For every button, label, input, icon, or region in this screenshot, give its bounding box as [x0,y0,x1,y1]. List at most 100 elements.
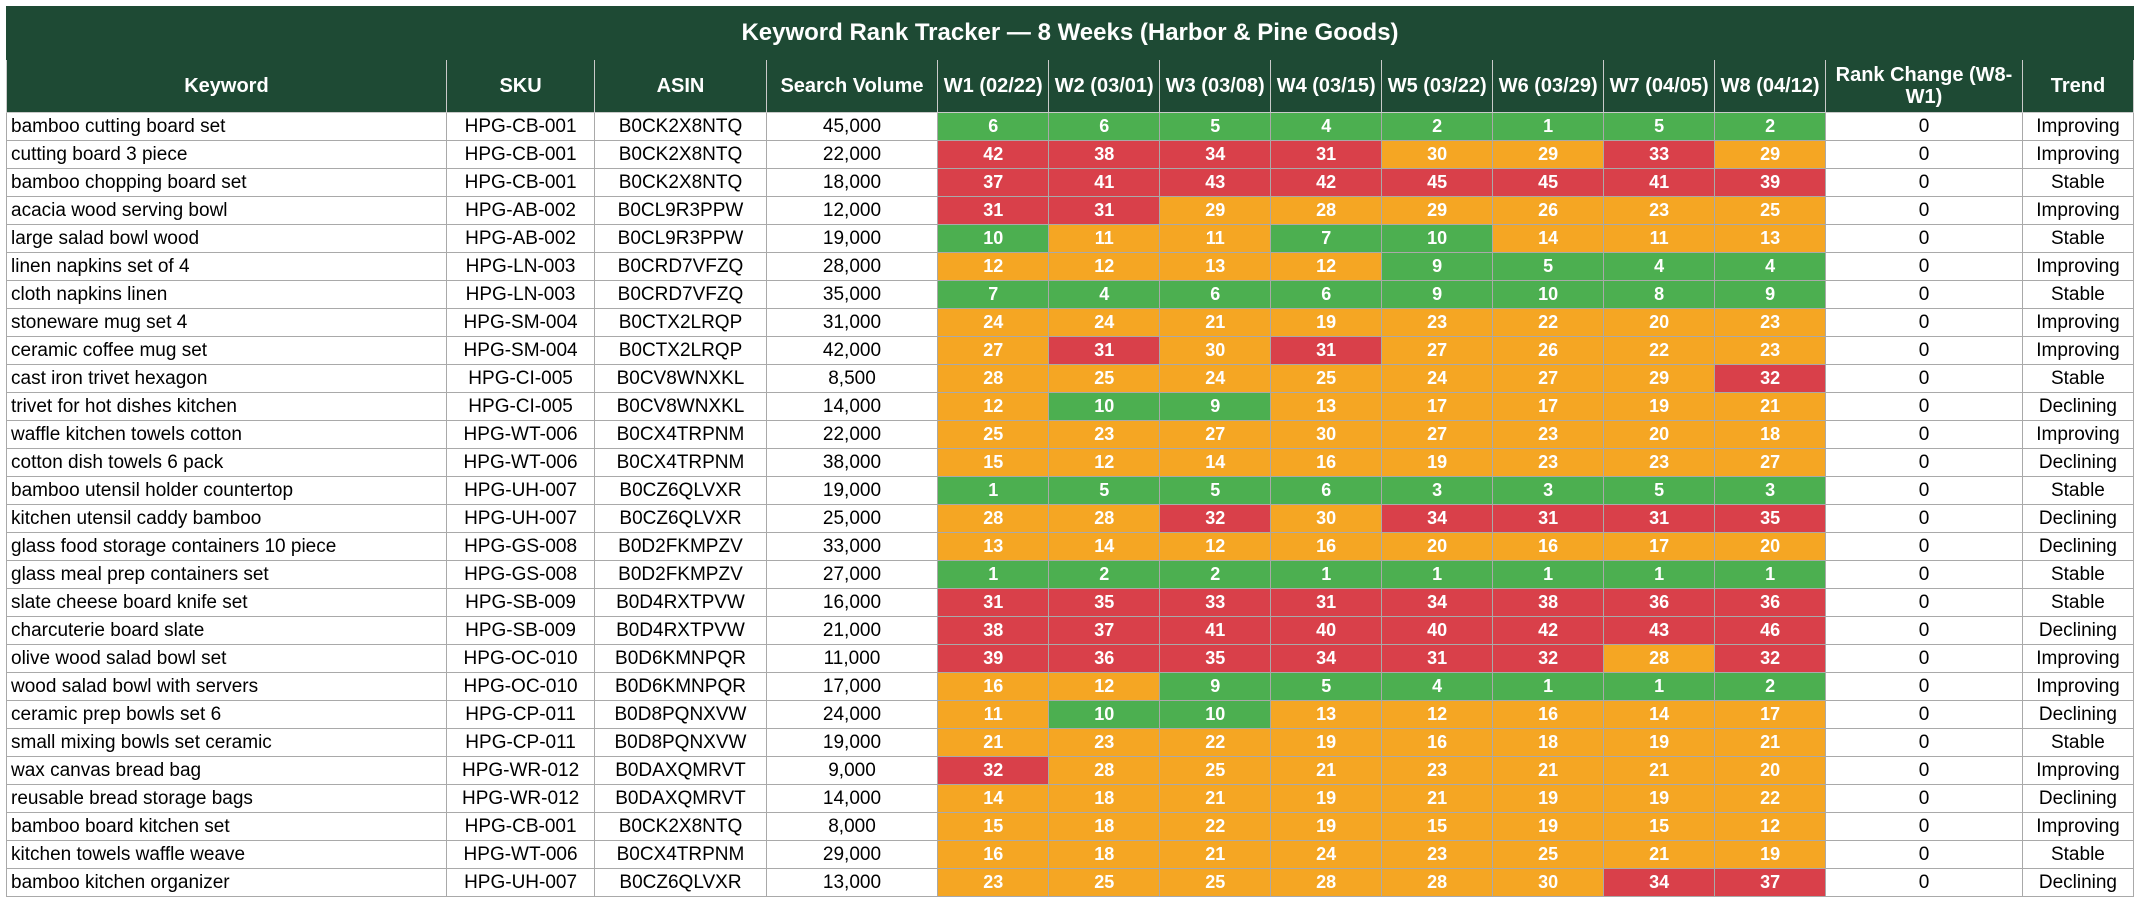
week-rank-cell[interactable]: 38 [937,616,1050,645]
week-rank-cell[interactable]: 15 [1381,812,1494,841]
week-rank-cell[interactable]: 3 [1381,476,1494,505]
week-rank-cell[interactable]: 27 [1714,448,1827,477]
table-row[interactable]: ceramic coffee mug set HPG-SM-004 B0CTX2LR… [6,336,2135,365]
asin-cell[interactable]: B0CK2X8NTQ [594,168,767,197]
keyword-cell[interactable]: cutting board 3 piece [6,140,447,169]
keyword-cell[interactable]: slate cheese board knife set [6,588,447,617]
keyword-cell[interactable]: wax canvas bread bag [6,756,447,785]
sku-cell[interactable]: HPG-GS-008 [445,560,596,589]
search-volume-cell[interactable]: 45,000 [765,112,939,141]
week-rank-cell[interactable]: 2 [1714,112,1827,141]
week-rank-cell[interactable]: 21 [1714,392,1827,421]
week-rank-cell[interactable]: 29 [1381,196,1494,225]
table-row[interactable]: small mixing bowls set ceramic HPG-CP-011… [6,728,2135,757]
search-volume-cell[interactable]: 33,000 [765,532,939,561]
week-rank-cell[interactable]: 16 [1492,532,1605,561]
keyword-cell[interactable]: ceramic prep bowls set 6 [6,700,447,729]
week-rank-cell[interactable]: 45 [1492,168,1605,197]
keyword-cell[interactable]: bamboo cutting board set [6,112,447,141]
week-rank-cell[interactable]: 23 [1714,336,1827,365]
column-header[interactable]: W7 (04/05) [1603,59,1716,113]
column-header[interactable]: W8 (04/12) [1714,59,1827,113]
sku-cell[interactable]: HPG-CI-005 [445,364,596,393]
week-rank-cell[interactable]: 3 [1492,476,1605,505]
trend-cell[interactable]: Improving [2021,112,2135,141]
week-rank-cell[interactable]: 17 [1381,392,1494,421]
week-rank-cell[interactable]: 14 [1048,532,1161,561]
week-rank-cell[interactable]: 42 [937,140,1050,169]
week-rank-cell[interactable]: 2 [1381,112,1494,141]
week-rank-cell[interactable]: 23 [1048,420,1161,449]
week-rank-cell[interactable]: 20 [1603,308,1716,337]
week-rank-cell[interactable]: 12 [937,252,1050,281]
rank-change-cell[interactable]: 0 [1825,308,2023,337]
rank-change-cell[interactable]: 0 [1825,196,2023,225]
rank-change-cell[interactable]: 0 [1825,112,2023,141]
trend-cell[interactable]: Declining [2021,868,2135,897]
week-rank-cell[interactable]: 26 [1492,336,1605,365]
search-volume-cell[interactable]: 22,000 [765,420,939,449]
week-rank-cell[interactable]: 31 [937,196,1050,225]
rank-change-cell[interactable]: 0 [1825,700,2023,729]
week-rank-cell[interactable]: 37 [1714,868,1827,897]
week-rank-cell[interactable]: 10 [1381,224,1494,253]
column-header[interactable]: Keyword [6,59,447,113]
week-rank-cell[interactable]: 33 [1159,588,1272,617]
keyword-cell[interactable]: glass meal prep containers set [6,560,447,589]
sku-cell[interactable]: HPG-CI-005 [445,392,596,421]
table-row[interactable]: bamboo utensil holder countertop HPG-UH-0… [6,476,2135,505]
trend-cell[interactable]: Declining [2021,448,2135,477]
trend-cell[interactable]: Declining [2021,784,2135,813]
trend-cell[interactable]: Declining [2021,700,2135,729]
trend-cell[interactable]: Stable [2021,840,2135,869]
week-rank-cell[interactable]: 19 [1603,392,1716,421]
sku-cell[interactable]: HPG-AB-002 [445,224,596,253]
week-rank-cell[interactable]: 22 [1159,812,1272,841]
sku-cell[interactable]: HPG-CB-001 [445,112,596,141]
trend-cell[interactable]: Declining [2021,532,2135,561]
week-rank-cell[interactable]: 2 [1159,560,1272,589]
keyword-cell[interactable]: wood salad bowl with servers [6,672,447,701]
search-volume-cell[interactable]: 14,000 [765,392,939,421]
week-rank-cell[interactable]: 12 [1159,532,1272,561]
asin-cell[interactable]: B0CK2X8NTQ [594,812,767,841]
week-rank-cell[interactable]: 4 [1603,252,1716,281]
week-rank-cell[interactable]: 34 [1381,504,1494,533]
asin-cell[interactable]: B0CK2X8NTQ [594,112,767,141]
keyword-cell[interactable]: glass food storage containers 10 piece [6,532,447,561]
week-rank-cell[interactable]: 14 [1492,224,1605,253]
week-rank-cell[interactable]: 25 [937,420,1050,449]
week-rank-cell[interactable]: 36 [1603,588,1716,617]
column-header[interactable]: Trend [2021,59,2135,113]
week-rank-cell[interactable]: 4 [1048,280,1161,309]
rank-change-cell[interactable]: 0 [1825,168,2023,197]
week-rank-cell[interactable]: 21 [1270,756,1383,785]
rank-change-cell[interactable]: 0 [1825,448,2023,477]
week-rank-cell[interactable]: 43 [1603,616,1716,645]
week-rank-cell[interactable]: 35 [1048,588,1161,617]
table-row[interactable]: cloth napkins linen HPG-LN-003 B0CRD7VFZQ 3… [6,280,2135,309]
week-rank-cell[interactable]: 9 [1714,280,1827,309]
table-row[interactable]: slate cheese board knife set HPG-SB-009 B0… [6,588,2135,617]
week-rank-cell[interactable]: 9 [1381,280,1494,309]
rank-change-cell[interactable]: 0 [1825,252,2023,281]
week-rank-cell[interactable]: 42 [1270,168,1383,197]
week-rank-cell[interactable]: 13 [1270,392,1383,421]
week-rank-cell[interactable]: 29 [1492,140,1605,169]
keyword-cell[interactable]: kitchen utensil caddy bamboo [6,504,447,533]
week-rank-cell[interactable]: 19 [1714,840,1827,869]
week-rank-cell[interactable]: 1 [1381,560,1494,589]
search-volume-cell[interactable]: 9,000 [765,756,939,785]
week-rank-cell[interactable]: 23 [1492,420,1605,449]
rank-change-cell[interactable]: 0 [1825,728,2023,757]
rank-change-cell[interactable]: 0 [1825,280,2023,309]
week-rank-cell[interactable]: 21 [1159,784,1272,813]
search-volume-cell[interactable]: 21,000 [765,616,939,645]
week-rank-cell[interactable]: 10 [1159,700,1272,729]
trend-cell[interactable]: Improving [2021,252,2135,281]
table-row[interactable]: waffle kitchen towels cotton HPG-WT-006 B0… [6,420,2135,449]
table-row[interactable]: trivet for hot dishes kitchen HPG-CI-005 B… [6,392,2135,421]
week-rank-cell[interactable]: 14 [1159,448,1272,477]
search-volume-cell[interactable]: 11,000 [765,644,939,673]
week-rank-cell[interactable]: 31 [1381,644,1494,673]
